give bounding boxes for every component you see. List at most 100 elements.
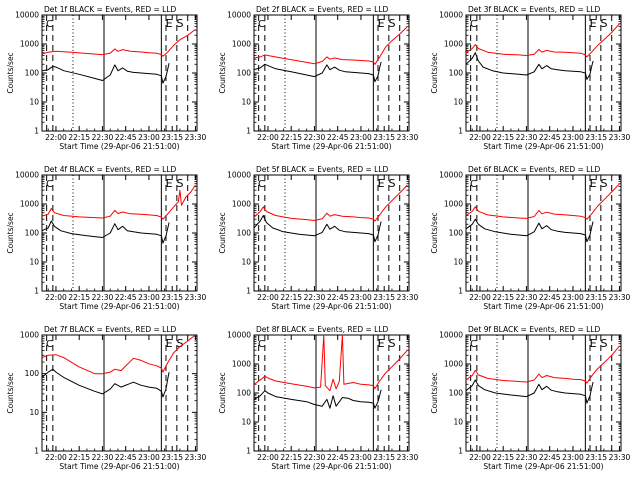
panel-title: Det 9f BLACK = Events, RED = LLD bbox=[468, 325, 601, 334]
x-tick-label: 23:30 bbox=[609, 133, 631, 142]
region-label: S bbox=[600, 337, 607, 350]
corner-marker-glyph: C bbox=[46, 19, 53, 30]
x-tick-label: 22:00 bbox=[257, 293, 279, 302]
x-tick-label: 22:15 bbox=[492, 293, 514, 302]
x-tick-label: 22:15 bbox=[280, 133, 302, 142]
x-tick-label: 22:30 bbox=[304, 293, 326, 302]
y-tick-label: 10 bbox=[29, 258, 39, 267]
x-axis-label-prefix: Start Time bbox=[271, 302, 310, 311]
y-tick-label: 1000 bbox=[444, 360, 463, 369]
x-tick-label: 23:15 bbox=[585, 293, 607, 302]
events-series-line bbox=[466, 218, 594, 243]
y-tick-label: 100 bbox=[237, 229, 252, 238]
x-axis-label: Start Time (29-Apr-06 21:51:00) bbox=[271, 142, 391, 151]
x-axis-label-start-time: (29-Apr-06 21:51:00) bbox=[101, 142, 180, 151]
x-axis-label-prefix: Start Time bbox=[483, 302, 522, 311]
lld-series-line bbox=[254, 184, 408, 222]
x-tick-label: 22:45 bbox=[327, 293, 349, 302]
x-axis-label-prefix: Start Time bbox=[59, 142, 98, 151]
x-axis-label: Start Time (29-Apr-06 21:51:00) bbox=[271, 462, 391, 471]
x-tick-label: 23:00 bbox=[138, 133, 160, 142]
y-tick-label: 100 bbox=[237, 389, 252, 398]
x-tick-label: 22:30 bbox=[92, 453, 114, 462]
y-tick-label: 100 bbox=[449, 389, 464, 398]
x-tick-label: 22:15 bbox=[492, 453, 514, 462]
x-tick-label: 22:30 bbox=[516, 453, 538, 462]
x-tick-label: 22:15 bbox=[280, 453, 302, 462]
y-tick-label: 10 bbox=[453, 418, 463, 427]
x-tick-label: 22:30 bbox=[304, 453, 326, 462]
y-tick-label: 10 bbox=[241, 98, 251, 107]
region-label: S bbox=[388, 177, 395, 190]
y-tick-label: 10 bbox=[29, 408, 39, 417]
events-series-line bbox=[254, 389, 382, 409]
x-tick-label: 22:30 bbox=[304, 133, 326, 142]
y-axis-label: Counts/sec bbox=[6, 212, 15, 253]
panel-title: Det 6f BLACK = Events, RED = LLD bbox=[468, 165, 601, 174]
x-tick-label: 22:30 bbox=[92, 133, 114, 142]
panel-title: Det 1f BLACK = Events, RED = LLD bbox=[44, 5, 177, 14]
corner-marker-glyph: C bbox=[258, 339, 265, 350]
y-tick-label: 1000 bbox=[20, 331, 39, 340]
corner-marker-glyph: C bbox=[470, 179, 477, 190]
region-label: S bbox=[176, 337, 183, 350]
x-tick-label: 23:00 bbox=[562, 453, 584, 462]
x-tick-label: 22:30 bbox=[516, 133, 538, 142]
x-tick-label: 23:00 bbox=[350, 453, 372, 462]
x-tick-label: 23:00 bbox=[138, 293, 160, 302]
region-label: E bbox=[378, 177, 385, 190]
x-tick-label: 22:45 bbox=[115, 453, 137, 462]
y-tick-label: 10000 bbox=[227, 331, 251, 340]
x-tick-label: 22:00 bbox=[45, 293, 67, 302]
x-tick-label: 23:15 bbox=[161, 293, 183, 302]
y-tick-label: 10000 bbox=[227, 11, 251, 20]
detector-panel: Det 1f BLACK = Events, RED = LLD 1 10 100 10… bbox=[6, 5, 206, 151]
region-label: S bbox=[388, 17, 395, 30]
x-tick-label: 22:00 bbox=[257, 133, 279, 142]
x-tick-label: 23:00 bbox=[350, 133, 372, 142]
x-axis-label-prefix: Start Time bbox=[271, 142, 310, 151]
region-label: E bbox=[378, 337, 385, 350]
x-axis-label-start-time: (29-Apr-06 21:51:00) bbox=[525, 462, 604, 471]
detector-panel: Det 6f BLACK = Events, RED = LLD 1 10 100 10… bbox=[430, 165, 630, 311]
y-tick-label: 10000 bbox=[15, 11, 39, 20]
panel-title: Det 4f BLACK = Events, RED = LLD bbox=[44, 165, 177, 174]
x-tick-label: 23:15 bbox=[161, 133, 183, 142]
x-axis-label: Start Time (29-Apr-06 21:51:00) bbox=[483, 302, 603, 311]
lld-series-line bbox=[42, 184, 196, 220]
events-series-line bbox=[42, 220, 170, 244]
plot-frame bbox=[41, 334, 198, 452]
y-tick-label: 1000 bbox=[444, 200, 463, 209]
region-label: E bbox=[590, 337, 597, 350]
y-tick-label: 100 bbox=[25, 369, 40, 378]
x-tick-label: 23:15 bbox=[373, 453, 395, 462]
y-tick-label: 100 bbox=[237, 69, 252, 78]
x-tick-label: 22:15 bbox=[492, 133, 514, 142]
y-tick-label: 1 bbox=[246, 447, 251, 456]
lld-series-line bbox=[254, 26, 408, 65]
region-label: E bbox=[378, 17, 385, 30]
y-tick-label: 100 bbox=[449, 69, 464, 78]
y-axis-label: Counts/sec bbox=[218, 52, 227, 93]
events-series-line bbox=[254, 61, 382, 83]
y-tick-label: 1000 bbox=[20, 40, 39, 49]
y-tick-label: 100 bbox=[25, 229, 40, 238]
detector-panel: Det 9f BLACK = Events, RED = LLD 1 10 100 10… bbox=[430, 325, 630, 471]
corner-marker-glyph: C bbox=[258, 19, 265, 30]
x-axis-label-start-time: (29-Apr-06 21:51:00) bbox=[525, 302, 604, 311]
events-series-line bbox=[42, 368, 170, 398]
detector-panel: Det 5f BLACK = Events, RED = LLD 1 10 100 10… bbox=[218, 165, 418, 311]
corner-marker-glyph: C bbox=[46, 179, 53, 190]
x-tick-label: 22:00 bbox=[45, 453, 67, 462]
x-tick-label: 22:45 bbox=[539, 133, 561, 142]
x-axis-label: Start Time (29-Apr-06 21:51:00) bbox=[483, 462, 603, 471]
detector-panel: Det 8f BLACK = Events, RED = LLD 1 10 100 10… bbox=[218, 325, 418, 471]
events-series-line bbox=[466, 379, 594, 404]
panel-title: Det 2f BLACK = Events, RED = LLD bbox=[256, 5, 389, 14]
x-tick-label: 22:30 bbox=[92, 293, 114, 302]
x-tick-label: 23:30 bbox=[185, 293, 207, 302]
detector-panel: Det 3f BLACK = Events, RED = LLD 1 10 100 10… bbox=[430, 5, 630, 151]
x-tick-label: 23:30 bbox=[185, 453, 207, 462]
x-axis-label-prefix: Start Time bbox=[483, 142, 522, 151]
x-tick-label: 23:00 bbox=[138, 453, 160, 462]
